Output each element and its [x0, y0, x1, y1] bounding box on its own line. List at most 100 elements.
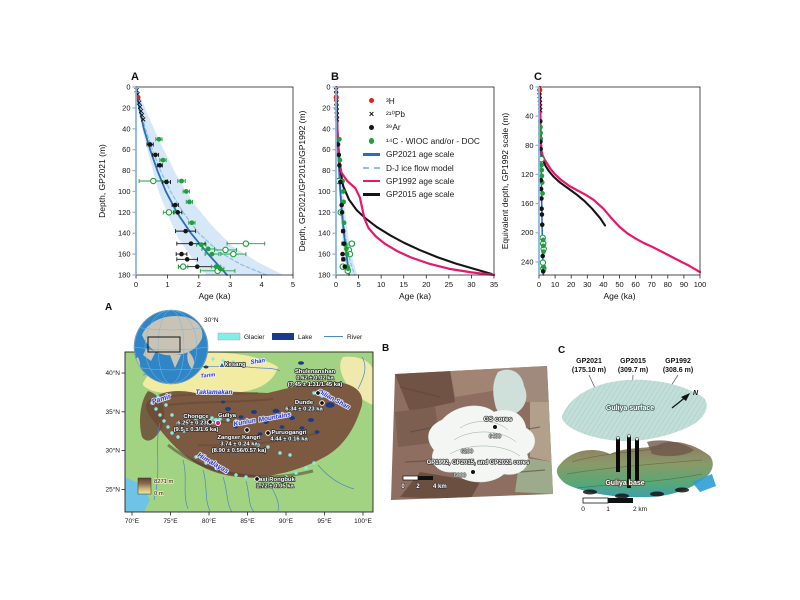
x-tick-label: 50: [615, 280, 623, 289]
site-marker-guliya: [215, 420, 221, 426]
scalebar-label: 0: [401, 484, 405, 490]
glacier-patch: [266, 445, 270, 449]
river-line: [357, 356, 366, 390]
lake: [298, 361, 304, 365]
circle-shape: [627, 434, 631, 438]
scalebar-label: 1: [606, 506, 610, 513]
legend-item-3: ¹⁴C - WIOC and/or - DOC: [362, 134, 480, 147]
y-axis-label: Depth, GP2021/GP2015/GP1992 (m): [297, 110, 307, 251]
ar39-marker: [342, 264, 348, 269]
lake: [308, 418, 314, 422]
glacier-patch: [231, 360, 235, 364]
path-shape: [647, 440, 694, 457]
polygon-shape: [450, 367, 500, 397]
glacier-patch: [176, 421, 180, 425]
legend-label: ³⁹Ar: [386, 122, 401, 133]
y-tick-label: 160: [318, 250, 331, 259]
site-label-east-rongbuk: 1.72 ± 0.05 ka: [256, 483, 294, 489]
globe-lat-label: 30°N: [204, 316, 219, 324]
tibetan-plateau: [145, 381, 363, 478]
legend-item-5: D-J ice flow model: [362, 161, 480, 174]
dot-swatch-icon: [362, 97, 381, 104]
contour-label-6400: 6400: [489, 434, 501, 440]
y-tick-label: 40: [322, 124, 330, 133]
glacier-patch: [226, 418, 230, 422]
c14-marker: [337, 157, 343, 163]
legend-item-6: GP1992 age scale: [362, 174, 480, 187]
legend-item-4: GP2021 age scale: [362, 148, 480, 161]
lon-tick-label: 90°E: [279, 517, 294, 525]
geo-label-taklamakan: Taklamakan: [196, 389, 233, 396]
c14-marker: [539, 173, 545, 179]
gp-cores-marker: [470, 469, 476, 475]
swatch-glyph: [363, 152, 380, 156]
site-label-shulenanshan: Shulenanshan: [295, 369, 336, 375]
x-tick-label: 20: [422, 280, 430, 289]
x-axis-label: Age (ka): [399, 291, 431, 301]
site-label-chongce: 6.25 ± 0.23 ka: [177, 420, 215, 426]
core-panel-letter: C: [558, 345, 566, 356]
y-tick-label: 180: [318, 271, 331, 280]
c14-marker: [189, 220, 195, 226]
x-axis-label: Age (ka): [603, 291, 635, 301]
lon-tick-label: 75°E: [163, 517, 178, 525]
series-line-gp1992_b: [334, 85, 496, 277]
c14-marker: [179, 178, 184, 184]
c14-marker: [540, 190, 545, 196]
site-label-dunde: 6.34 ± 0.23 ka: [285, 406, 323, 412]
lake: [272, 408, 280, 414]
y-tick-label: 80: [322, 166, 330, 175]
ar39-marker: [339, 210, 345, 215]
core-depth-gp2015: (309.7 m): [618, 367, 648, 374]
ar39-marker: [540, 253, 546, 259]
site-label-chongce: Chongce: [183, 414, 209, 420]
x-tick-label: 1: [165, 280, 169, 289]
x-tick-label: 60: [631, 280, 639, 289]
glacier-patch: [194, 455, 198, 459]
glacier-arm: [493, 369, 527, 416]
swatch-glyph: [363, 193, 380, 196]
glacier-patch: [202, 416, 206, 420]
site-label-dunde: Dunde: [295, 400, 314, 406]
legend-item-7: GP2015 age scale: [362, 188, 480, 201]
y-tick-label: 160: [118, 250, 131, 259]
polygon-shape: [681, 393, 690, 401]
site-marker-kesang: [218, 361, 226, 368]
river-line: [153, 422, 161, 501]
ar39-marker: [339, 202, 344, 208]
chart-b-legend: ³H × ²¹⁰Pb ³⁹Ar ¹⁴C - WIOC and/or - DOC GP202…: [362, 94, 480, 201]
lon-tick-label: 95°E: [317, 517, 332, 525]
ar39-marker: [172, 202, 178, 208]
glacier-patch: [182, 429, 186, 433]
c14-marker: [541, 264, 547, 270]
core-name-gp1992: GP1992: [665, 358, 691, 365]
lake: [225, 407, 231, 411]
core-bar-gp2021: [616, 438, 620, 472]
y-tick-label: 0: [326, 83, 330, 92]
x-tick-label: 0: [334, 280, 338, 289]
ellipse-shape: [675, 487, 689, 493]
ellipse-shape: [650, 491, 664, 497]
c14-marker: [540, 237, 546, 243]
pb210-marker: [139, 112, 145, 118]
contour-line: [453, 431, 517, 443]
path-shape: [170, 355, 181, 368]
ar39-marker: [175, 210, 181, 215]
x-axis-label: Age (ka): [198, 291, 230, 301]
site-label-puruogangri: 4.44 ± 0.16 ka: [270, 436, 308, 442]
x-tick-label: 80: [664, 280, 672, 289]
panel-letter: B: [331, 71, 339, 83]
glacier-patch: [170, 431, 174, 435]
lat-tick-label: 30°N: [105, 447, 120, 455]
legend-item-1: × ²¹⁰Pb: [362, 107, 480, 120]
site-marker-chongce: [207, 419, 213, 425]
x-tick-label: 20: [567, 280, 575, 289]
contour-label-6000: 6000: [454, 473, 466, 479]
chart-depth-vs-age-gp2021: 0 1 2 3 4 5 0 20 40 60 80 100 120 140 160 180 Age (ka) De…: [97, 71, 295, 301]
line-swatch-icon: [362, 179, 381, 183]
river-line: [245, 480, 255, 512]
line-swatch-icon: [362, 152, 381, 156]
core-depth-gp2021: (175.10 m): [572, 367, 606, 374]
glacier-patch: [234, 419, 238, 423]
y-tick-label: 180: [118, 271, 131, 280]
